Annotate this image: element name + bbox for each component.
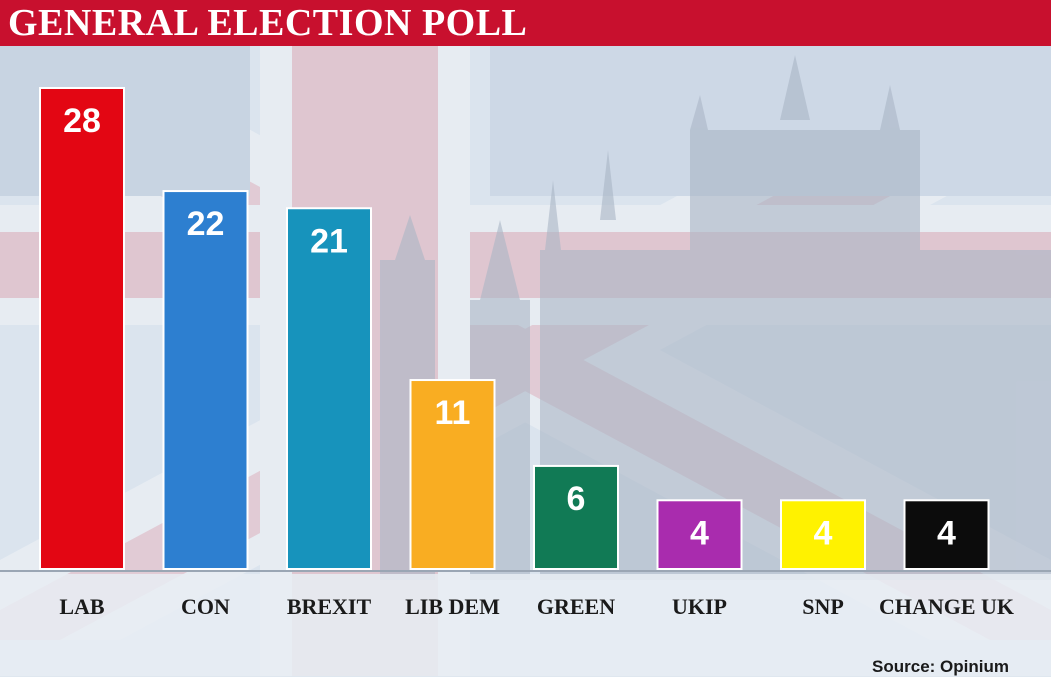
value-label-ukip: 4 [690,514,709,552]
category-label-lib-dem: LIB DEM [405,594,500,619]
bar-green [533,464,619,570]
source-credit: Source: Opinium [872,657,1009,676]
value-label-change-uk: 4 [937,514,956,552]
category-label-ukip: UKIP [672,594,727,619]
category-label-change-uk: CHANGE UK [879,594,1014,619]
category-label-brexit: BREXIT [287,594,372,619]
category-label-con: CON [181,594,230,619]
category-label-snp: SNP [802,594,844,619]
value-label-snp: 4 [814,514,833,552]
bar-brexit [286,207,372,570]
chart-title: GENERAL ELECTION POLL [8,2,528,44]
title-bar: GENERAL ELECTION POLL [0,0,1051,46]
bar-con [162,190,249,570]
bar-lab [39,87,125,570]
value-label-green: 6 [567,480,586,518]
bar-ukip [656,499,743,570]
value-label-lab: 28 [63,102,101,140]
bar-snp [780,499,866,570]
value-label-lib-dem: 11 [435,394,471,432]
category-label-green: GREEN [537,594,615,619]
value-label-con: 22 [187,205,225,243]
bar-change-uk [903,499,990,570]
category-label-lab: LAB [59,594,105,619]
value-label-brexit: 21 [310,222,348,260]
bar-lib-dem [409,379,496,570]
